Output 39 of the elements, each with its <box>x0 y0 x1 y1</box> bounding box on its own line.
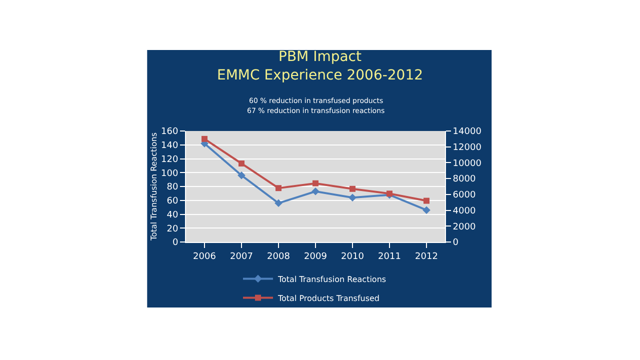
point <box>238 160 244 167</box>
point <box>312 180 318 186</box>
x-tick-label: 2008 <box>267 252 290 262</box>
x-tick-label: 2006 <box>193 252 216 262</box>
point <box>422 206 430 214</box>
y-tick-label: 0 <box>172 238 178 248</box>
point <box>350 186 356 192</box>
y-tick-label: 120 <box>161 154 178 165</box>
point <box>312 187 320 196</box>
y2-tick-label: 0 <box>452 238 459 248</box>
point <box>276 185 282 192</box>
point <box>202 136 208 142</box>
y2-tick-label: 14000 <box>452 127 482 138</box>
y-axis-title: Total Transfusion Reactions <box>150 132 159 242</box>
legend-label: Total Products Transfused <box>277 294 380 303</box>
x-tick-label: 2011 <box>378 252 401 262</box>
y-tick-label: 40 <box>166 210 178 220</box>
y-tick-label: 160 <box>161 127 178 138</box>
point <box>238 172 246 180</box>
y-tick-label: 20 <box>166 224 178 234</box>
y2-tick-label: 12000 <box>452 143 482 154</box>
y-tick-label: 140 <box>161 141 178 152</box>
y-tick-label: 60 <box>166 196 178 207</box>
y2-tick-label: 6000 <box>452 190 476 201</box>
y2-tick-label: 2000 <box>452 222 476 232</box>
x-tick-label: 2012 <box>415 252 438 262</box>
y-tick-label: 100 <box>161 168 178 179</box>
legend-label: Total Transfusion Reactions <box>277 274 386 284</box>
y2-tick-label: 4000 <box>452 206 476 216</box>
x-tick-label: 2010 <box>341 252 364 262</box>
point <box>348 194 356 202</box>
point <box>424 198 430 204</box>
x-tick-label: 2007 <box>230 252 253 262</box>
chart-title: PBM Impact EMMC Experience 2006-2012 <box>216 49 424 84</box>
y-tick-label: 80 <box>166 182 178 193</box>
y2-tick-label: 10000 <box>452 158 482 169</box>
y2-tick-label: 8000 <box>452 174 476 185</box>
point <box>274 199 282 208</box>
x-tick-label: 2009 <box>304 252 328 262</box>
